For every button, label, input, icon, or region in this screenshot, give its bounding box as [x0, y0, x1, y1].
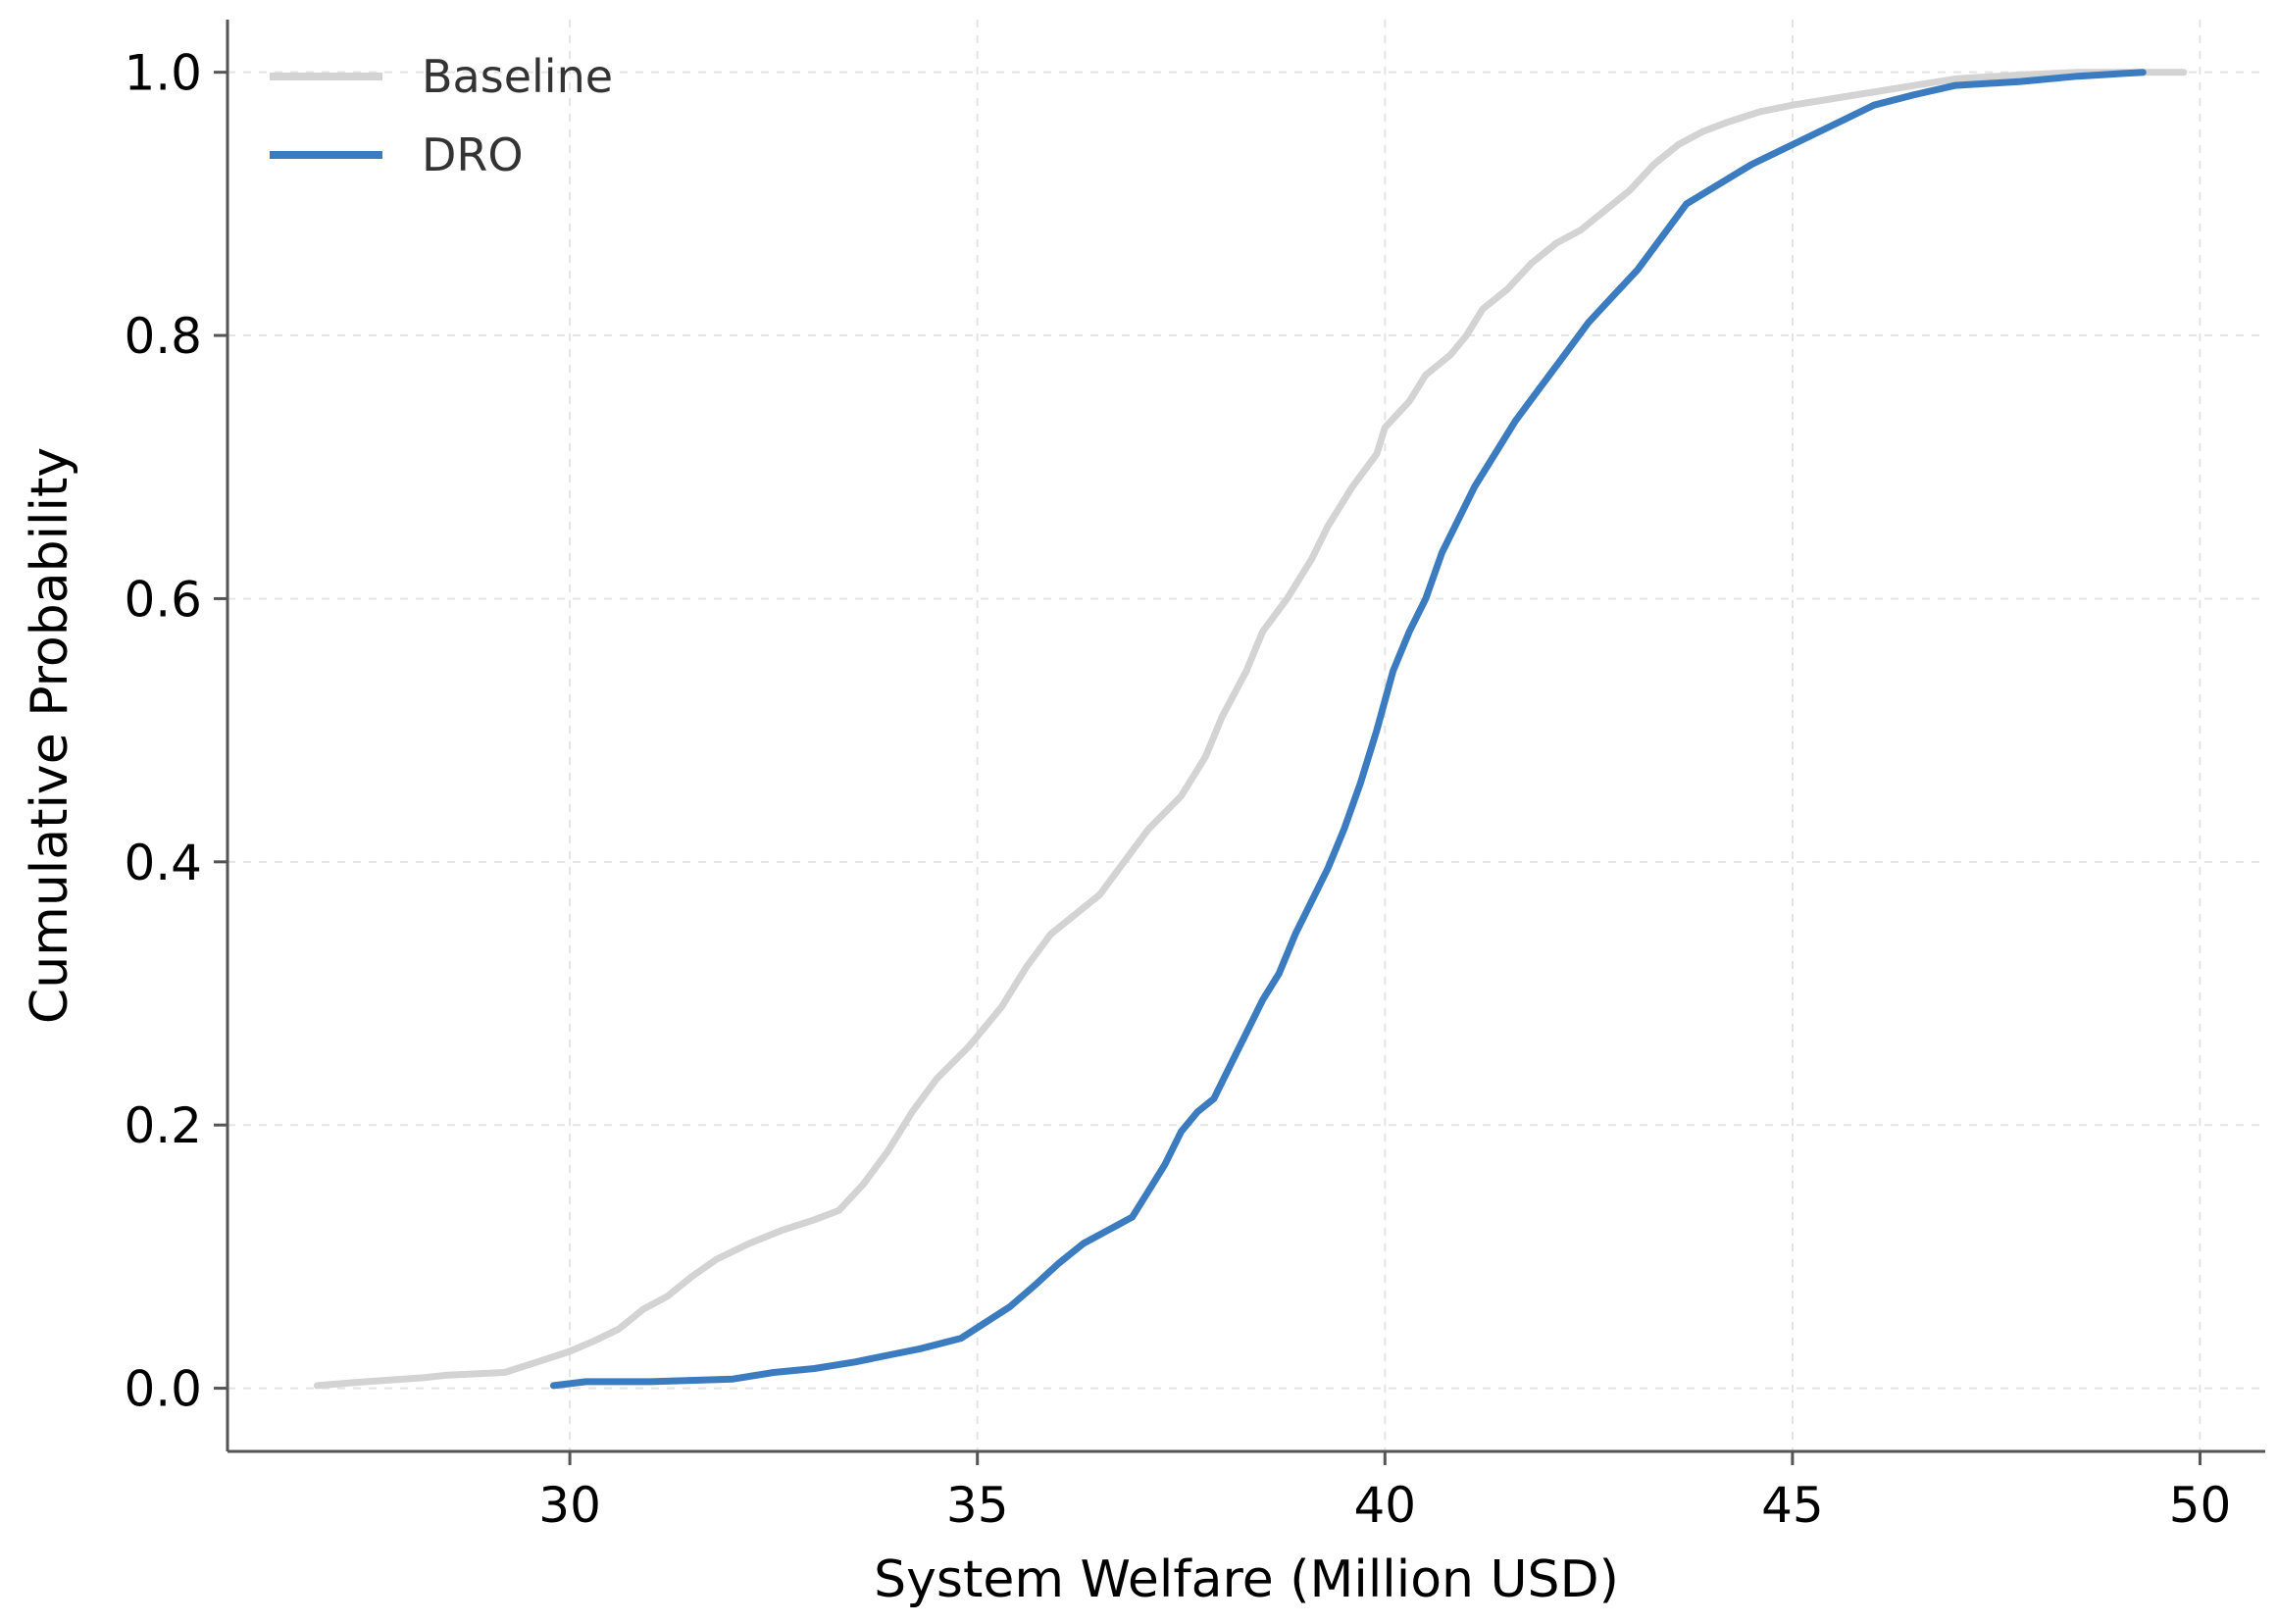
x-tick-label: 40	[1353, 1477, 1416, 1534]
ticks: 30 35 40 45 50 0.0 0.2 0.4 0.6 0.8 1.0	[124, 45, 2231, 1534]
y-tick-label: 0.0	[124, 1361, 202, 1418]
grid	[228, 20, 2265, 1451]
y-axis-title: Cumulative Probability	[21, 447, 79, 1024]
axes	[226, 20, 2265, 1453]
legend-label-dro: DRO	[422, 128, 524, 181]
x-tick-label: 30	[538, 1477, 601, 1534]
series	[313, 69, 2188, 1390]
legend: Baseline DRO	[270, 50, 613, 181]
y-tick-label: 0.8	[124, 308, 202, 365]
series-line-baseline	[313, 69, 2188, 1390]
x-tick-label: 45	[1761, 1477, 1824, 1534]
y-tick-label: 1.0	[124, 45, 202, 102]
y-tick-label: 0.4	[124, 835, 202, 891]
x-tick-label: 35	[946, 1477, 1009, 1534]
y-tick-label: 0.6	[124, 571, 202, 628]
x-axis-title: System Welfare (Million USD)	[874, 1550, 1619, 1609]
legend-label-baseline: Baseline	[422, 50, 613, 103]
x-tick-label: 50	[2169, 1477, 2232, 1534]
y-tick-label: 0.2	[124, 1097, 202, 1154]
series-line-dro	[550, 69, 2147, 1390]
